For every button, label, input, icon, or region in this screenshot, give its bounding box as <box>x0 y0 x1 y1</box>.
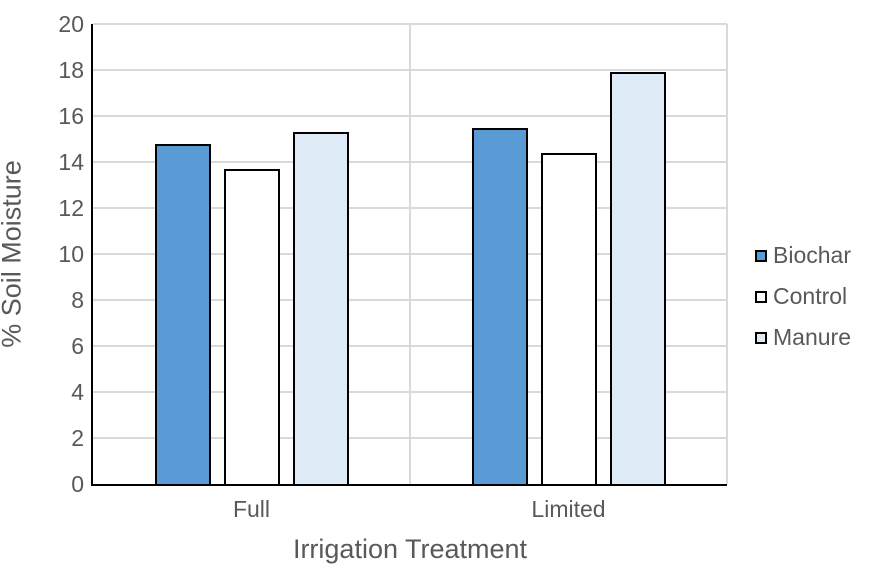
legend-swatch-icon <box>755 290 767 303</box>
y-tick-label-16: 16 <box>58 103 84 129</box>
legend-label: Biochar <box>773 242 851 268</box>
x-tick-label-limited: Limited <box>531 496 606 522</box>
bar-manure-full <box>292 132 349 484</box>
y-tick-label-4: 4 <box>71 379 84 405</box>
legend-item-biochar: Biochar <box>755 243 851 268</box>
bar-biochar-limited <box>471 127 528 484</box>
category-separator <box>409 24 411 484</box>
y-tick-label-0: 0 <box>71 471 84 497</box>
bar-group-limited <box>410 24 727 484</box>
legend-swatch-icon <box>755 249 767 262</box>
bar-biochar-full <box>154 143 211 484</box>
legend-swatch-icon <box>755 331 767 344</box>
y-tick-label-8: 8 <box>71 287 84 313</box>
legend-item-control: Control <box>755 284 851 309</box>
y-tick-label-18: 18 <box>58 57 84 83</box>
legend-label: Manure <box>773 324 851 350</box>
legend-item-manure: Manure <box>755 325 851 350</box>
legend-label: Control <box>773 283 848 309</box>
y-axis-line <box>91 24 93 486</box>
x-axis-title: Irrigation Treatment <box>292 534 528 564</box>
bar-group-full <box>93 24 410 484</box>
plot-right-border <box>726 24 728 484</box>
y-tick-label-14: 14 <box>58 149 84 175</box>
bar-manure-limited <box>609 72 666 484</box>
y-tick-label-12: 12 <box>58 195 84 221</box>
y-tick-label-20: 20 <box>58 11 84 37</box>
x-tick-label-full: Full <box>232 496 271 522</box>
legend: Biochar Control Manure <box>755 243 851 350</box>
bar-control-limited <box>540 152 597 484</box>
bar-control-full <box>223 168 280 484</box>
y-tick-label-2: 2 <box>71 425 84 451</box>
y-tick-label-6: 6 <box>71 333 84 359</box>
x-axis-line <box>91 484 727 486</box>
plot-area <box>93 23 728 484</box>
y-tick-label-10: 10 <box>58 241 84 267</box>
